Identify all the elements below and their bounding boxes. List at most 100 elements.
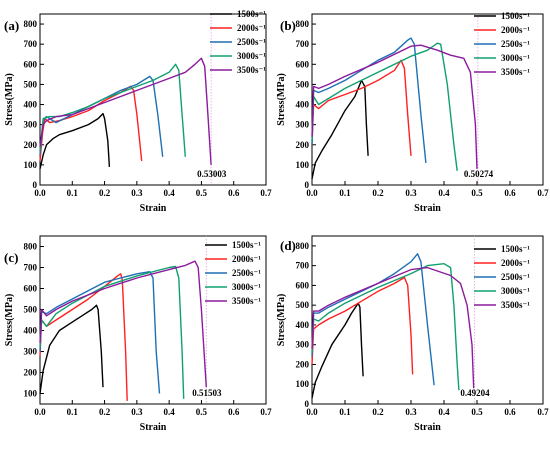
series-line [311,42,458,171]
y-tick-label: 400 [24,100,38,110]
legend-label: 3000s⁻¹ [232,282,261,292]
x-tick-label: 0.0 [306,188,318,198]
legend-label: 2000s⁻¹ [501,258,530,268]
x-tick-label: 0.1 [67,407,79,417]
y-tick-label: 300 [296,340,310,350]
series-line [311,37,427,163]
x-tick-label: 0.5 [196,407,208,417]
annotation-label: 0.51503 [192,388,222,398]
legend-label: 3500s⁻¹ [237,65,266,75]
x-tick-label: 0.3 [405,407,417,417]
series-line [311,59,412,156]
y-tick-label: 400 [296,320,310,330]
y-tick-label: 200 [296,359,310,369]
series-line [311,266,475,389]
x-tick-label: 0.7 [260,188,272,198]
x-tick-label: 0.4 [164,188,176,198]
panel-label: (a) [4,18,19,33]
series-line [311,302,364,399]
x-axis-title: Strain [140,422,167,433]
x-axis-title: Strain [414,203,441,214]
x-tick-label: 0.5 [196,188,208,198]
y-tick-label: 100 [296,160,310,170]
x-tick-label: 0.3 [131,407,143,417]
y-tick-label: 600 [24,59,38,69]
y-tick-label: 600 [296,59,310,69]
annotation-label: 0.53003 [197,169,227,179]
series-line [311,276,414,375]
x-tick-label: 0.2 [99,188,111,198]
legend-label: 2500s⁻¹ [501,272,530,282]
y-tick-label: 0 [305,180,310,190]
x-tick-label: 0.0 [34,188,46,198]
series-line [39,271,161,394]
x-tick-label: 0.1 [339,407,351,417]
panel-label: (b) [280,18,296,33]
panel-label: (d) [280,238,296,253]
x-tick-label: 0.1 [67,188,79,198]
legend-label: 1500s⁻¹ [501,244,530,254]
legend-label: 3000s⁻¹ [237,51,266,61]
y-axis-title: Stress(MPa) [4,73,15,126]
x-axis-title: Strain [414,422,441,433]
y-tick-label: 500 [24,305,38,315]
series-line [39,63,186,157]
x-tick-label: 0.4 [438,188,450,198]
x-tick-label: 0.2 [372,407,384,417]
x-tick-label: 0.3 [131,188,143,198]
y-tick-label: 300 [296,120,310,130]
y-tick-label: 100 [296,379,310,389]
y-tick-label: 500 [24,79,38,89]
x-tick-label: 0.7 [260,407,272,417]
x-tick-label: 0.5 [471,407,483,417]
y-axis-title: Stress(MPa) [4,294,15,347]
y-tick-label: 100 [24,389,38,399]
y-tick-label: 0 [305,399,310,409]
y-tick-label: 400 [296,100,310,110]
y-tick-label: 600 [296,280,310,290]
panel-label: (c) [4,250,18,265]
y-axis-title: Stress(MPa) [276,294,287,347]
plot-frame [311,235,544,405]
x-tick-label: 0.4 [438,407,450,417]
series-line [311,263,460,391]
x-tick-label: 0.6 [504,188,516,198]
y-tick-label: 700 [296,261,310,271]
series-line [39,265,185,399]
x-tick-label: 0.4 [164,407,176,417]
chart-panel: 0.0 0.1 0.2 0.3 0.4 0.5 0.6 0.7 100 200 300 400 500 6… [4,235,272,433]
x-tick-label: 0.5 [471,188,483,198]
plot-frame [39,235,267,405]
x-tick-label: 0.2 [372,188,384,198]
y-tick-label: 800 [24,19,38,29]
legend-label: 2000s⁻¹ [501,25,530,35]
x-tick-label: 0.1 [339,188,351,198]
x-tick-label: 0.7 [537,188,549,198]
series-line [39,57,212,165]
x-tick-label: 0.3 [405,188,417,198]
x-tick-label: 0.6 [228,407,240,417]
series-line [39,112,111,170]
series-line [39,304,104,394]
chart-panel: 0.0 0.1 0.2 0.3 0.4 0.5 0.6 0.7 0 100 200 300 400 500… [276,11,549,214]
legend-label: 2500s⁻¹ [237,37,266,47]
legend-label: 2000s⁻¹ [237,23,266,33]
y-tick-label: 100 [24,160,38,170]
y-tick-label: 200 [296,140,310,150]
y-tick-label: 800 [296,241,310,251]
x-tick-label: 0.6 [228,188,240,198]
legend-label: 3000s⁻¹ [501,53,530,63]
plot-frame [311,13,544,186]
series-line [311,253,435,386]
legend-label: 2500s⁻¹ [501,39,530,49]
y-axis-title: Stress(MPa) [276,73,287,126]
y-tick-label: 300 [24,120,38,130]
y-tick-label: 700 [24,263,38,273]
legend-label: 2000s⁻¹ [232,254,261,264]
series-line [39,260,207,388]
y-tick-label: 200 [24,140,38,150]
y-tick-label: 0 [33,180,38,190]
x-tick-label: 0.0 [34,407,46,417]
legend-label: 3500s⁻¹ [501,67,530,77]
